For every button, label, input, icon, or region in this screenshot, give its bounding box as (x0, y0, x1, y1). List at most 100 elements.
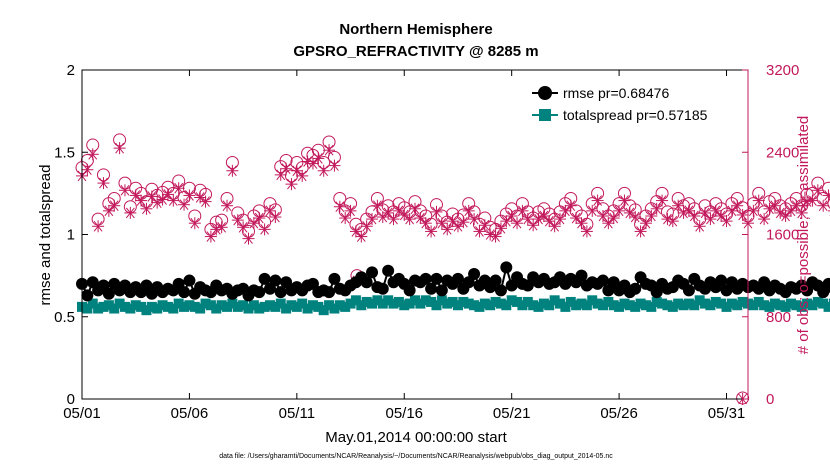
totalspread-point (452, 300, 463, 311)
rmse-point (596, 274, 609, 287)
obs-assimilated-point (817, 199, 830, 212)
totalspread-point (587, 295, 598, 306)
obs-assimilated-point (484, 228, 497, 241)
obs-assimilated-point (580, 225, 593, 238)
obs-assimilated-point (296, 169, 309, 182)
obs-assimilated-point (468, 213, 481, 226)
obs-assimilated-point (575, 217, 588, 230)
totalspread-point (259, 301, 270, 312)
series-totalspread (77, 295, 830, 316)
obs-assimilated-point (344, 204, 357, 217)
obs-assimilated-point (178, 198, 191, 211)
data-file-footnote: data file: /Users/gharamti/Documents/NCA… (219, 453, 613, 460)
totalspread-point (576, 298, 587, 309)
obs-assimilated-point (237, 221, 250, 234)
obs-assimilated-point (333, 200, 346, 213)
totalspread-point (479, 298, 490, 309)
totalspread-point (238, 300, 249, 311)
totalspread-point (651, 296, 662, 307)
obs-assimilated-point (226, 164, 239, 177)
totalspread-point (495, 298, 506, 309)
totalspread-point (264, 300, 275, 311)
totalspread-point (533, 301, 544, 312)
obs-assimilated-point (221, 199, 234, 212)
rmse-point (451, 272, 464, 285)
totalspread-point (608, 300, 619, 311)
totalspread-point (211, 303, 222, 314)
obs-assimilated-point (650, 202, 663, 215)
y-axis-right: 0 800 1600 2400 3200 (742, 62, 799, 408)
totalspread-point (119, 301, 130, 312)
totalspread-point (356, 300, 367, 311)
obs-assimilated-point (704, 213, 717, 226)
obs-possible-point (827, 198, 830, 209)
obs-assimilated-point (403, 213, 416, 226)
totalspread-point (544, 300, 555, 311)
obs-assimilated-point (290, 164, 303, 177)
obs-assimilated-point (156, 193, 169, 206)
obs-assimilated-point (306, 157, 319, 170)
totalspread-point (307, 300, 318, 311)
totalspread-point (635, 298, 646, 309)
totalspread-point (624, 300, 635, 311)
y-tick-label-left: 0.5 (54, 309, 75, 326)
x-tick-label: 05/31 (708, 405, 746, 422)
totalspread-point (318, 305, 329, 316)
legend-rmse-marker (538, 86, 552, 100)
rmse-point (323, 286, 336, 299)
totalspread-point (152, 303, 163, 314)
totalspread-point (388, 298, 399, 309)
totalspread-point (775, 300, 786, 311)
obs-assimilated-point (784, 204, 797, 217)
totalspread-point (243, 303, 254, 314)
totalspread-point (136, 301, 147, 312)
totalspread-point (227, 298, 238, 309)
obs-assimilated-point (355, 230, 368, 243)
totalspread-point (367, 298, 378, 309)
totalspread-point (431, 300, 442, 311)
obs-assimilated-point (801, 195, 814, 208)
series-rmse (76, 261, 830, 302)
totalspread-point (404, 298, 415, 309)
obs-assimilated-point (494, 222, 507, 235)
totalspread-point (812, 296, 823, 307)
obs-assimilated-point (779, 209, 792, 222)
totalspread-point (302, 303, 313, 314)
legend-rmse-label: rmse pr=0.68476 (563, 85, 669, 101)
obs-assimilated-point (693, 220, 706, 233)
totalspread-point (130, 300, 141, 311)
obs-assimilated-point (688, 209, 701, 222)
obs-assimilated-point (269, 211, 282, 224)
totalspread-point (501, 300, 512, 311)
obs-assimilated-point (280, 162, 293, 175)
totalspread-point (818, 298, 829, 309)
totalspread-point (184, 300, 195, 311)
obs-assimilated-point (199, 195, 212, 208)
legend-spread-marker (539, 109, 551, 121)
totalspread-point (753, 296, 764, 307)
totalspread-point (162, 301, 173, 312)
rmse-point (822, 277, 830, 290)
obs-assimilated-point (188, 217, 201, 230)
rmse-point (435, 284, 448, 297)
obs-assimilated-point (349, 225, 362, 238)
totalspread-point (785, 298, 796, 309)
obs-assimilated-point (376, 211, 389, 224)
rmse-point (430, 272, 443, 285)
obs-assimilated-point (323, 144, 336, 157)
obs-assimilated-point (559, 204, 572, 217)
obs-assimilated-point (736, 208, 749, 221)
obs-assimilated-point (285, 178, 298, 191)
rmse-point (253, 286, 266, 299)
obs-assimilated-point (441, 223, 454, 236)
totalspread-point (463, 298, 474, 309)
y-tick-label-left: 2 (67, 62, 75, 79)
totalspread-point (205, 300, 216, 311)
chart-title: Northern Hemisphere (339, 21, 492, 38)
obs-assimilated-point (253, 212, 266, 225)
totalspread-point (291, 301, 302, 312)
totalspread-point (517, 300, 528, 311)
obs-assimilated-point (822, 189, 830, 202)
y-tick-label-right: 2400 (766, 144, 799, 161)
obs-assimilated-point (371, 199, 384, 212)
